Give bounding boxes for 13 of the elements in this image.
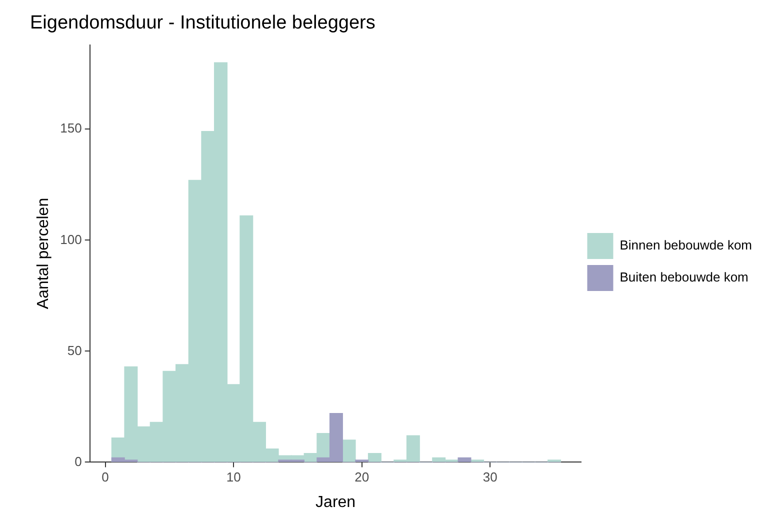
- x-tick-label: 0: [102, 470, 109, 485]
- y-tick-label: 150: [60, 120, 82, 136]
- y-axis-title: Aantal percelen: [35, 198, 52, 310]
- legend-label: Binnen bebouwde kom: [620, 238, 752, 253]
- y-tick-label: 50: [67, 342, 82, 358]
- x-tick-label: 30: [482, 470, 498, 485]
- y-tick-label: 100: [60, 232, 82, 247]
- y-tick-label: 0: [74, 454, 82, 469]
- chart-title: Eigendomsduur - Institutionele beleggers: [30, 12, 376, 34]
- legend-label: Buiten bebouwde kom: [620, 270, 748, 285]
- x-tick-label: 20: [354, 470, 370, 485]
- x-axis-title: Jaren: [316, 494, 356, 511]
- x-tick-label: 10: [226, 470, 241, 485]
